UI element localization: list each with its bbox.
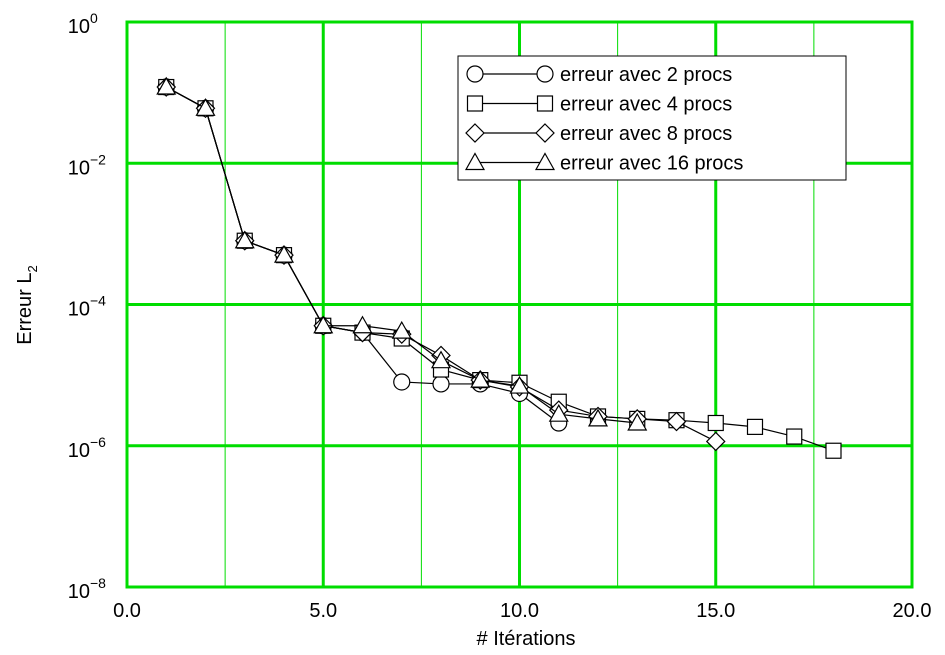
y-tick-base: 10 <box>68 581 90 603</box>
y-axis-label-subscript: 2 <box>25 265 40 272</box>
series-layer <box>156 76 842 459</box>
y-tick-label: 10−8 <box>68 575 106 603</box>
data-point-triangle <box>234 230 255 249</box>
data-point-triangle <box>430 350 452 369</box>
y-tick-base: 10 <box>68 299 90 321</box>
y-tick-exponent: 0 <box>90 10 98 26</box>
y-tick-exponent: −4 <box>90 293 106 309</box>
legend-entry: erreur avec 4 procs <box>466 94 732 116</box>
legend-label: erreur avec 2 procs <box>560 64 732 86</box>
data-point-square <box>786 428 803 445</box>
y-tick-base: 10 <box>68 440 90 462</box>
y-tick-exponent: −8 <box>90 575 106 591</box>
legend-entry: erreur avec 8 procs <box>465 123 732 145</box>
data-point-triangle <box>548 403 569 422</box>
y-tick-exponent: −6 <box>90 434 106 450</box>
data-point-square <box>746 418 764 435</box>
legend-marker-circle <box>536 65 554 83</box>
data-point-triangle <box>352 315 373 334</box>
y-axis-label-main: Erreur L <box>14 272 36 344</box>
legend-box <box>457 55 847 181</box>
data-point-diamond <box>666 411 687 432</box>
legend-marker-triangle <box>464 152 486 171</box>
y-axis-label: Erreur L2 <box>14 265 40 344</box>
data-point-triangle <box>391 320 412 339</box>
y-tick-label: 100 <box>68 10 98 38</box>
data-point-circle <box>393 373 411 391</box>
legend-label: erreur avec 8 procs <box>560 123 732 145</box>
data-point-triangle <box>313 315 334 334</box>
legend-marker-diamond <box>465 123 485 143</box>
legend-label: erreur avec 16 procs <box>560 153 743 175</box>
x-axis-label: # Itérations <box>477 628 576 650</box>
y-tick-label: 10−6 <box>68 434 106 462</box>
legend-marker-diamond <box>535 123 555 143</box>
x-tick-label: 20.0 <box>893 600 932 622</box>
plot-frame <box>125 20 914 589</box>
y-tick-label: 10−4 <box>68 293 106 321</box>
x-tick-label: 10.0 <box>500 600 539 622</box>
series-triangle <box>156 76 648 431</box>
data-point-triangle <box>587 408 609 427</box>
data-point-circle <box>432 375 450 393</box>
y-tick-base: 10 <box>68 16 90 38</box>
y-tick-exponent: −2 <box>90 151 106 167</box>
legend-entry: erreur avec 2 procs <box>466 64 732 86</box>
legend: erreur avec 2 procs erreur avec 4 procs er… <box>457 55 847 181</box>
data-point-triangle <box>509 375 530 394</box>
data-point-triangle <box>156 76 177 95</box>
x-tick-label: 0.0 <box>113 600 141 622</box>
data-point-square <box>707 414 724 432</box>
data-point-diamond <box>705 431 726 452</box>
data-point-triangle <box>195 98 216 116</box>
legend-marker-circle <box>466 65 484 83</box>
legend-marker-triangle <box>534 152 556 171</box>
y-tick-base: 10 <box>68 157 90 179</box>
data-point-triangle <box>627 412 648 431</box>
x-tick-label: 15.0 <box>696 600 735 622</box>
legend-marker-square <box>466 95 484 112</box>
legend-entry: erreur avec 16 procs <box>464 152 743 175</box>
legend-label: erreur avec 4 procs <box>560 94 732 116</box>
legend-marker-square <box>536 95 554 112</box>
data-point-triangle <box>470 369 491 388</box>
data-point-triangle <box>273 244 295 263</box>
y-tick-label: 10−2 <box>68 151 106 179</box>
x-tick-label: 5.0 <box>309 600 337 622</box>
data-point-square <box>825 442 842 459</box>
